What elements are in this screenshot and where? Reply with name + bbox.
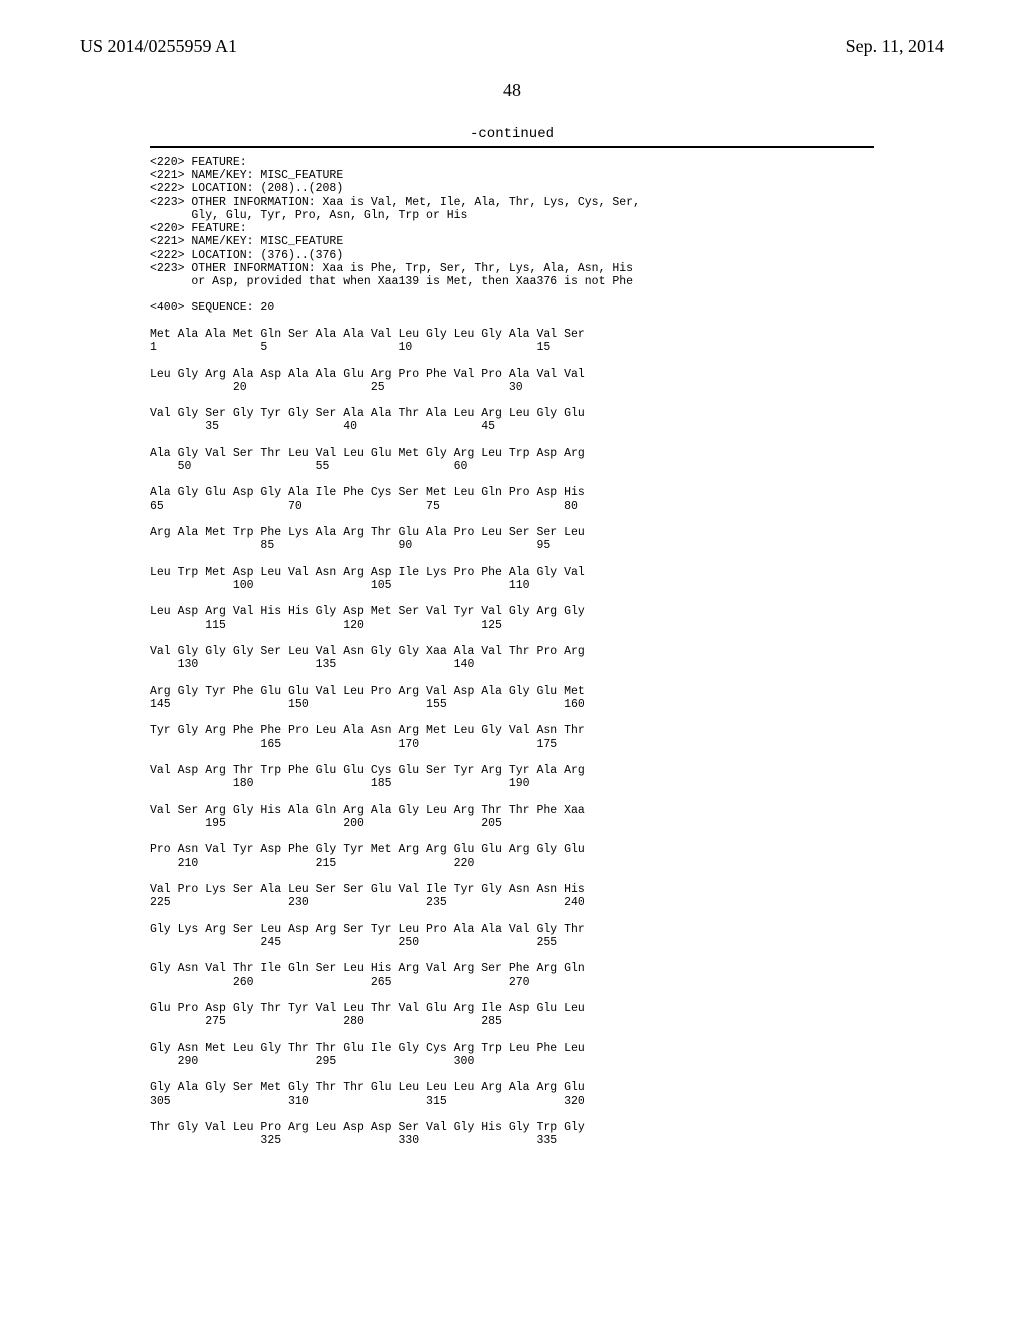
horizontal-rule <box>150 146 874 148</box>
publication-date: Sep. 11, 2014 <box>846 36 944 57</box>
page-number: 48 <box>503 80 521 101</box>
publication-number: US 2014/0255959 A1 <box>80 36 237 57</box>
sequence-listing: <220> FEATURE: <221> NAME/KEY: MISC_FEAT… <box>150 156 640 1161</box>
page: US 2014/0255959 A1 Sep. 11, 2014 48 -con… <box>0 0 1024 1320</box>
continued-label: -continued <box>470 126 554 142</box>
